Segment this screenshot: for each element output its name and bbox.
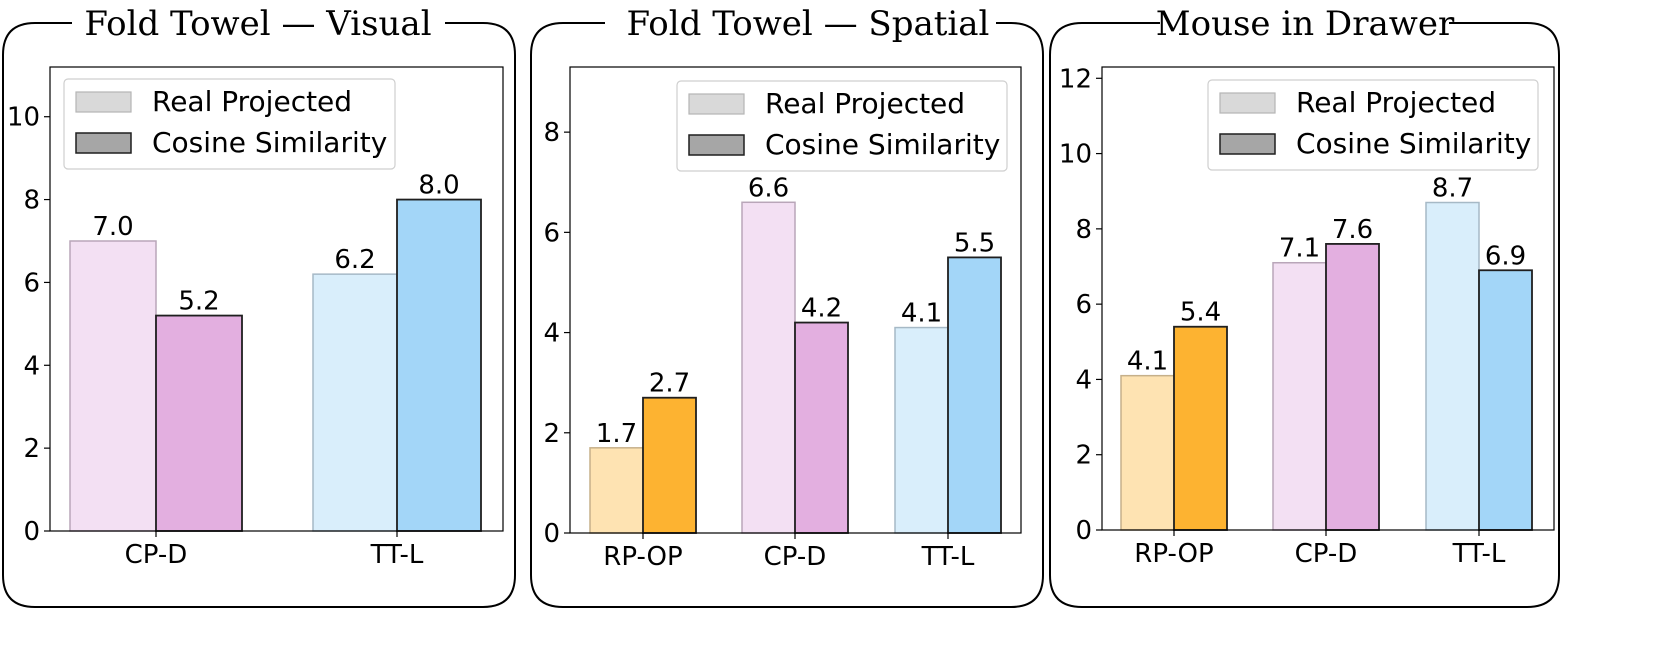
bar-real-projected-cp-d xyxy=(741,201,796,534)
data-label: 8.0 xyxy=(418,171,459,201)
panel-frame xyxy=(530,22,1044,608)
legend-box xyxy=(63,78,396,170)
x-tick-label: TT-L xyxy=(921,542,975,572)
data-label: 8.7 xyxy=(1432,174,1473,204)
plot-area xyxy=(569,66,1022,534)
y-tick-label: 0 xyxy=(543,519,560,549)
y-tick-label: 8 xyxy=(543,118,560,148)
y-tick-label: 4 xyxy=(1075,365,1092,395)
x-tick-label: CP-D xyxy=(764,542,827,572)
panel-frame xyxy=(2,22,516,608)
legend-label-real-projected: Real Projected xyxy=(152,85,352,118)
bar-cosine-similarity-tt-l xyxy=(947,256,1002,534)
bar-real-projected-tt-l xyxy=(312,273,398,532)
legend-swatch-real-projected xyxy=(1219,92,1276,114)
x-tick-label: CP-D xyxy=(1295,539,1358,569)
data-label: 6.6 xyxy=(748,173,789,203)
legend-label-real-projected: Real Projected xyxy=(1296,86,1496,119)
legend-box xyxy=(676,80,1008,172)
data-label: 5.5 xyxy=(954,228,995,258)
y-tick-label: 4 xyxy=(23,351,40,381)
data-label: 7.1 xyxy=(1279,234,1320,264)
panel-title: Fold Towel — Spatial xyxy=(627,4,990,44)
bar-real-projected-cp-d xyxy=(69,240,157,532)
legend-swatch-cosine-similarity xyxy=(75,132,132,154)
panel-1: Fold Towel — Visual 0 2 4 6 8 10 7.0 5.2 CP-D 6.2 8… xyxy=(2,4,516,608)
legend-label-real-projected: Real Projected xyxy=(765,87,965,120)
y-tick-label: 10 xyxy=(7,103,40,133)
bar-cosine-similarity-cp-d xyxy=(1325,243,1380,531)
plot-area xyxy=(1101,66,1555,531)
data-label: 6.9 xyxy=(1485,241,1526,271)
y-tick-label: 8 xyxy=(23,186,40,216)
legend-label-cosine-similarity: Cosine Similarity xyxy=(1296,127,1531,160)
x-tick-label: CP-D xyxy=(125,540,188,570)
x-tick-label: TT-L xyxy=(1452,539,1506,569)
data-label: 5.4 xyxy=(1180,298,1221,328)
y-tick-label: 12 xyxy=(1059,64,1092,94)
data-label: 4.2 xyxy=(801,294,842,324)
bar-real-projected-rp-op xyxy=(589,447,644,534)
legend-label-cosine-similarity: Cosine Similarity xyxy=(152,126,387,159)
data-label: 7.0 xyxy=(92,212,133,242)
bar-cosine-similarity-tt-l xyxy=(396,198,482,532)
y-tick-label: 2 xyxy=(543,419,560,449)
bar-cosine-similarity-cp-d xyxy=(794,321,849,534)
bar-real-projected-cp-d xyxy=(1272,261,1327,531)
legend-swatch-real-projected xyxy=(75,91,132,113)
bar-real-projected-tt-l xyxy=(894,326,949,534)
y-tick-label: 6 xyxy=(23,268,40,298)
data-label: 6.2 xyxy=(334,245,375,275)
legend-swatch-real-projected xyxy=(688,93,745,115)
panel-frame xyxy=(1049,22,1560,608)
y-tick-label: 0 xyxy=(1075,516,1092,546)
x-tick-label: RP-OP xyxy=(603,542,682,572)
panel-title: Mouse in Drawer xyxy=(1156,4,1455,44)
legend: Real Projected Cosine Similarity xyxy=(63,78,396,170)
legend-swatch-cosine-similarity xyxy=(688,134,745,156)
y-tick-label: 10 xyxy=(1059,140,1092,170)
y-tick-label: 6 xyxy=(543,218,560,248)
legend: Real Projected Cosine Similarity xyxy=(676,80,1008,172)
bar-real-projected-rp-op xyxy=(1120,374,1175,531)
plot-area xyxy=(49,66,504,532)
legend-box xyxy=(1207,79,1539,171)
y-tick-label: 8 xyxy=(1075,215,1092,245)
y-tick-label: 2 xyxy=(1075,441,1092,471)
bar-cosine-similarity-rp-op xyxy=(642,396,697,534)
y-tick-label: 6 xyxy=(1075,290,1092,320)
bar-real-projected-tt-l xyxy=(1425,201,1480,531)
data-label: 5.2 xyxy=(178,287,219,317)
panel-title: Fold Towel — Visual xyxy=(84,4,431,44)
legend: Real Projected Cosine Similarity xyxy=(1207,79,1539,171)
bar-cosine-similarity-tt-l xyxy=(1478,269,1533,531)
y-tick-label: 0 xyxy=(23,517,40,547)
bar-cosine-similarity-rp-op xyxy=(1173,325,1228,531)
legend-label-cosine-similarity: Cosine Similarity xyxy=(765,128,1000,161)
data-label: 4.1 xyxy=(901,299,942,329)
x-tick-label: TT-L xyxy=(370,540,424,570)
data-label: 4.1 xyxy=(1127,347,1168,377)
data-label: 2.7 xyxy=(649,369,690,399)
y-tick-label: 4 xyxy=(543,319,560,349)
bar-cosine-similarity-cp-d xyxy=(155,314,243,532)
y-tick-label: 2 xyxy=(23,434,40,464)
data-label: 1.7 xyxy=(596,419,637,449)
panel-2: Fold Towel — Spatial 0 2 4 6 8 1.7 2.7 RP-OP 6.6 4… xyxy=(530,4,1044,608)
legend-swatch-cosine-similarity xyxy=(1219,133,1276,155)
data-label: 7.6 xyxy=(1332,215,1373,245)
panel-3: Mouse in Drawer 0 2 4 6 8 10 12 4.1 5.4 RP-OP 7.1 7.… xyxy=(1049,4,1560,608)
x-tick-label: RP-OP xyxy=(1134,539,1213,569)
